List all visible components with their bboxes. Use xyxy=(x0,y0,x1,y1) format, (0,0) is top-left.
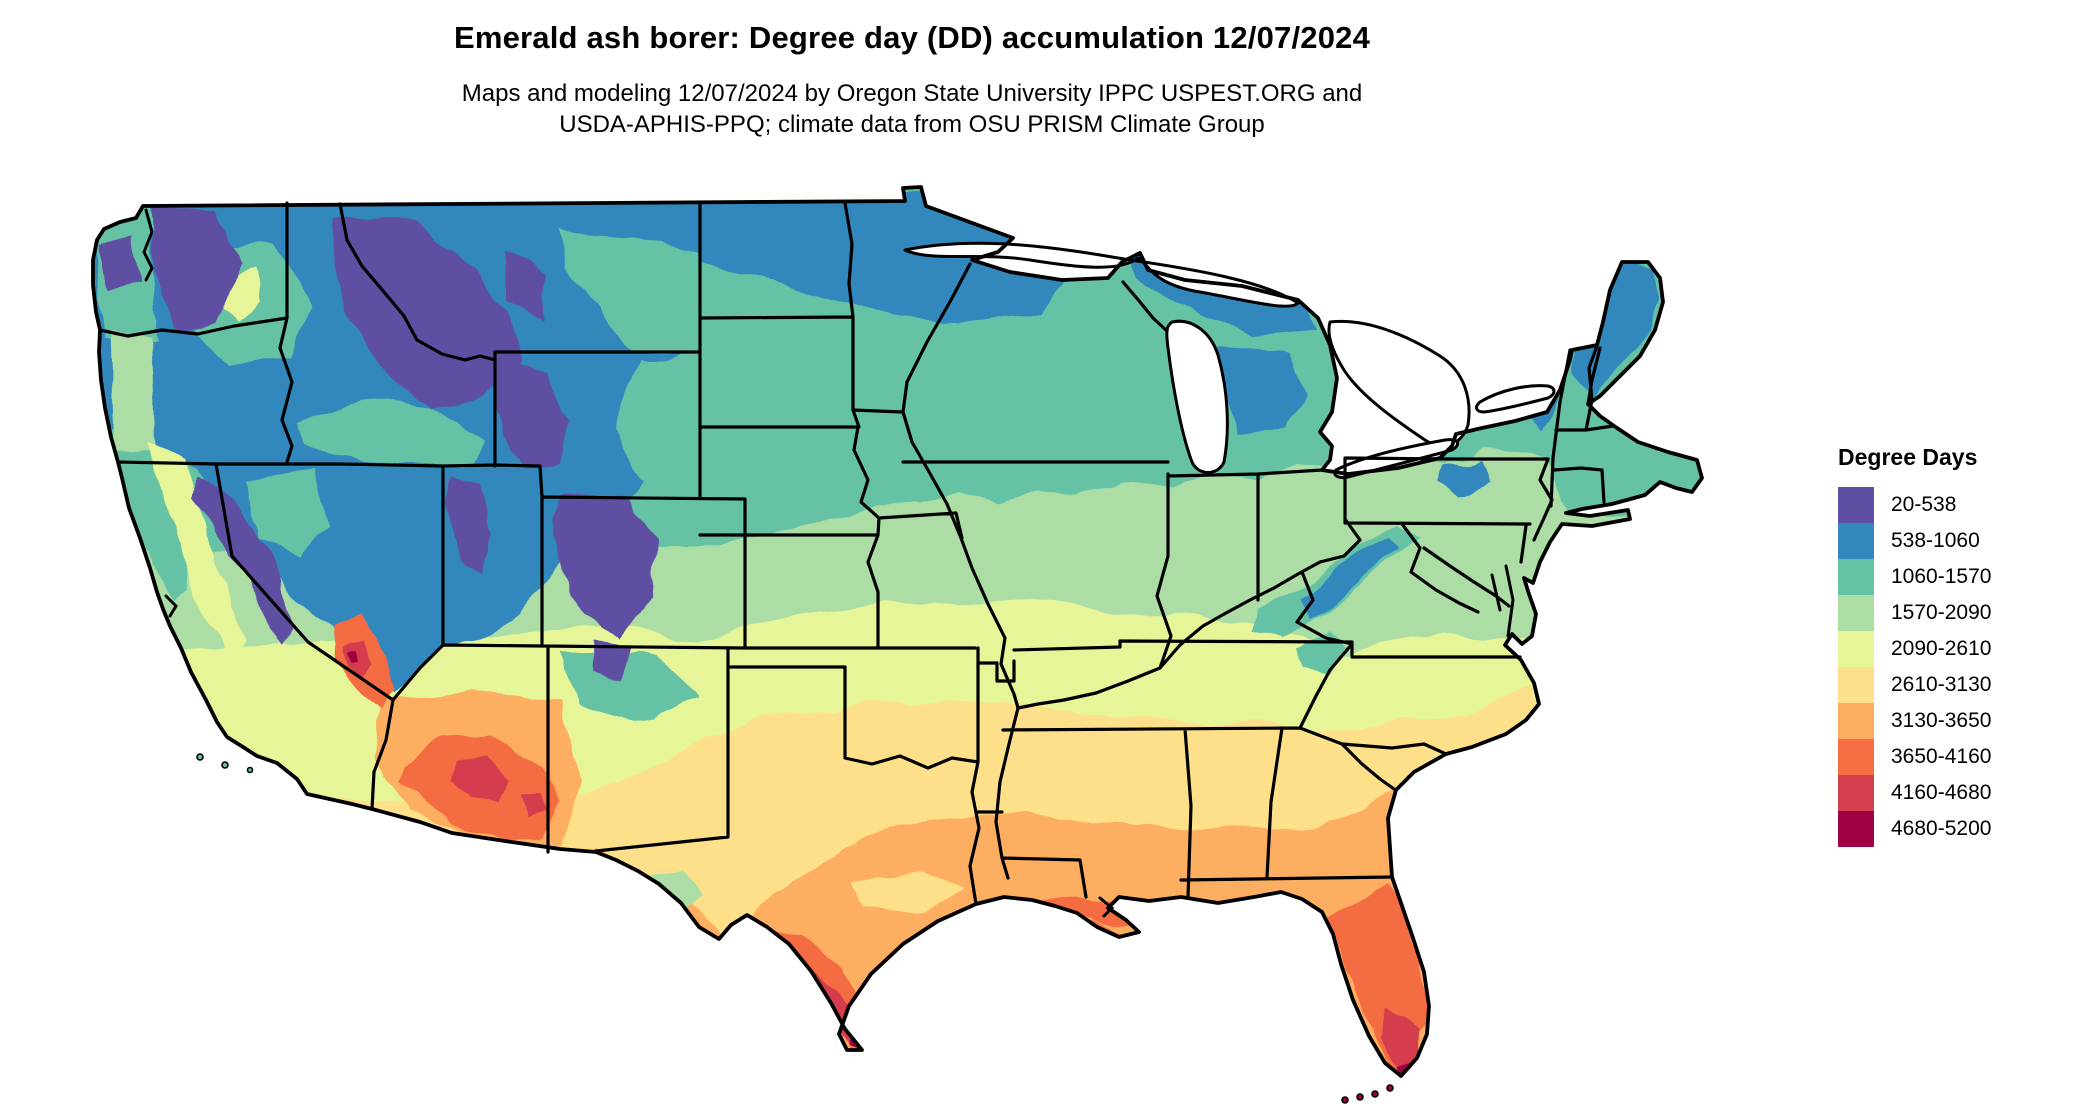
legend-item: 2090-2610 xyxy=(1838,631,1991,667)
san-francisco-bay xyxy=(164,594,178,618)
legend-item: 4160-4680 xyxy=(1838,775,1991,811)
legend-swatch xyxy=(1838,775,1874,811)
page-title: Emerald ash borer: Degree day (DD) accum… xyxy=(453,20,1371,55)
islands xyxy=(196,753,1394,1104)
legend-item-label: 3650-4160 xyxy=(1891,745,1992,768)
legend-item: 1570-2090 xyxy=(1838,595,1991,631)
legend-swatch xyxy=(1838,487,1874,523)
legend-item-label: 3130-3650 xyxy=(1891,709,1992,732)
florida-key xyxy=(1371,1090,1379,1098)
channel-island xyxy=(196,753,204,761)
chesapeake-bay xyxy=(1490,564,1515,638)
florida-key xyxy=(1386,1084,1394,1092)
florida-key xyxy=(1356,1093,1364,1101)
legend-title: Degree Days xyxy=(1838,444,1978,470)
legend-item: 2610-3130 xyxy=(1838,667,1991,703)
legend-item: 3650-4160 xyxy=(1838,739,1991,775)
channel-island xyxy=(221,761,229,769)
legend-item-label: 1060-1570 xyxy=(1891,565,1992,588)
coastal-inlets xyxy=(142,208,1515,918)
legend-item-label: 538-1060 xyxy=(1891,529,1980,552)
legend: Degree Days 20-538 538-1060 1060-1570 15… xyxy=(1838,444,1991,847)
legend-item: 538-1060 xyxy=(1838,523,1991,559)
legend-swatch xyxy=(1838,703,1874,739)
legend-swatch xyxy=(1838,739,1874,775)
legend-swatch xyxy=(1838,667,1874,703)
legend-item: 20-538 xyxy=(1838,487,1991,523)
legend-item-label: 2610-3130 xyxy=(1891,673,1992,696)
florida-key xyxy=(1341,1096,1349,1104)
lake-ontario xyxy=(1475,384,1556,414)
state-borders xyxy=(98,201,1615,906)
lake-huron xyxy=(1327,319,1471,448)
legend-item-label: 2090-2610 xyxy=(1891,637,1992,660)
us-outline xyxy=(91,185,1704,1078)
legend-swatch xyxy=(1838,811,1874,847)
legend-swatch xyxy=(1838,595,1874,631)
legend-item: 4680-5200 xyxy=(1838,811,1991,847)
legend-swatch xyxy=(1838,523,1874,559)
legend-swatch xyxy=(1838,631,1874,667)
lake-pontchartrain xyxy=(1098,896,1115,918)
legend-item-label: 1570-2090 xyxy=(1891,601,1992,624)
puget-sound xyxy=(142,208,154,282)
legend-item-label: 4680-5200 xyxy=(1891,817,1992,840)
channel-island xyxy=(246,766,254,774)
legend-item: 1060-1570 xyxy=(1838,559,1991,595)
page-subtitle: Maps and modeling 12/07/2024 by Oregon S… xyxy=(0,78,1824,140)
legend-swatch xyxy=(1838,559,1874,595)
legend-item: 3130-3650 xyxy=(1838,703,1991,739)
page-subtitle-line1: Maps and modeling 12/07/2024 by Oregon S… xyxy=(461,80,1363,107)
legend-item-label: 20-538 xyxy=(1891,493,1957,516)
lake-michigan xyxy=(1165,319,1229,474)
legend-item-label: 4160-4680 xyxy=(1891,781,1992,804)
page-subtitle-line2: USDA-APHIS-PPQ; climate data from OSU PR… xyxy=(559,111,1265,138)
lake-superior xyxy=(903,241,1300,308)
